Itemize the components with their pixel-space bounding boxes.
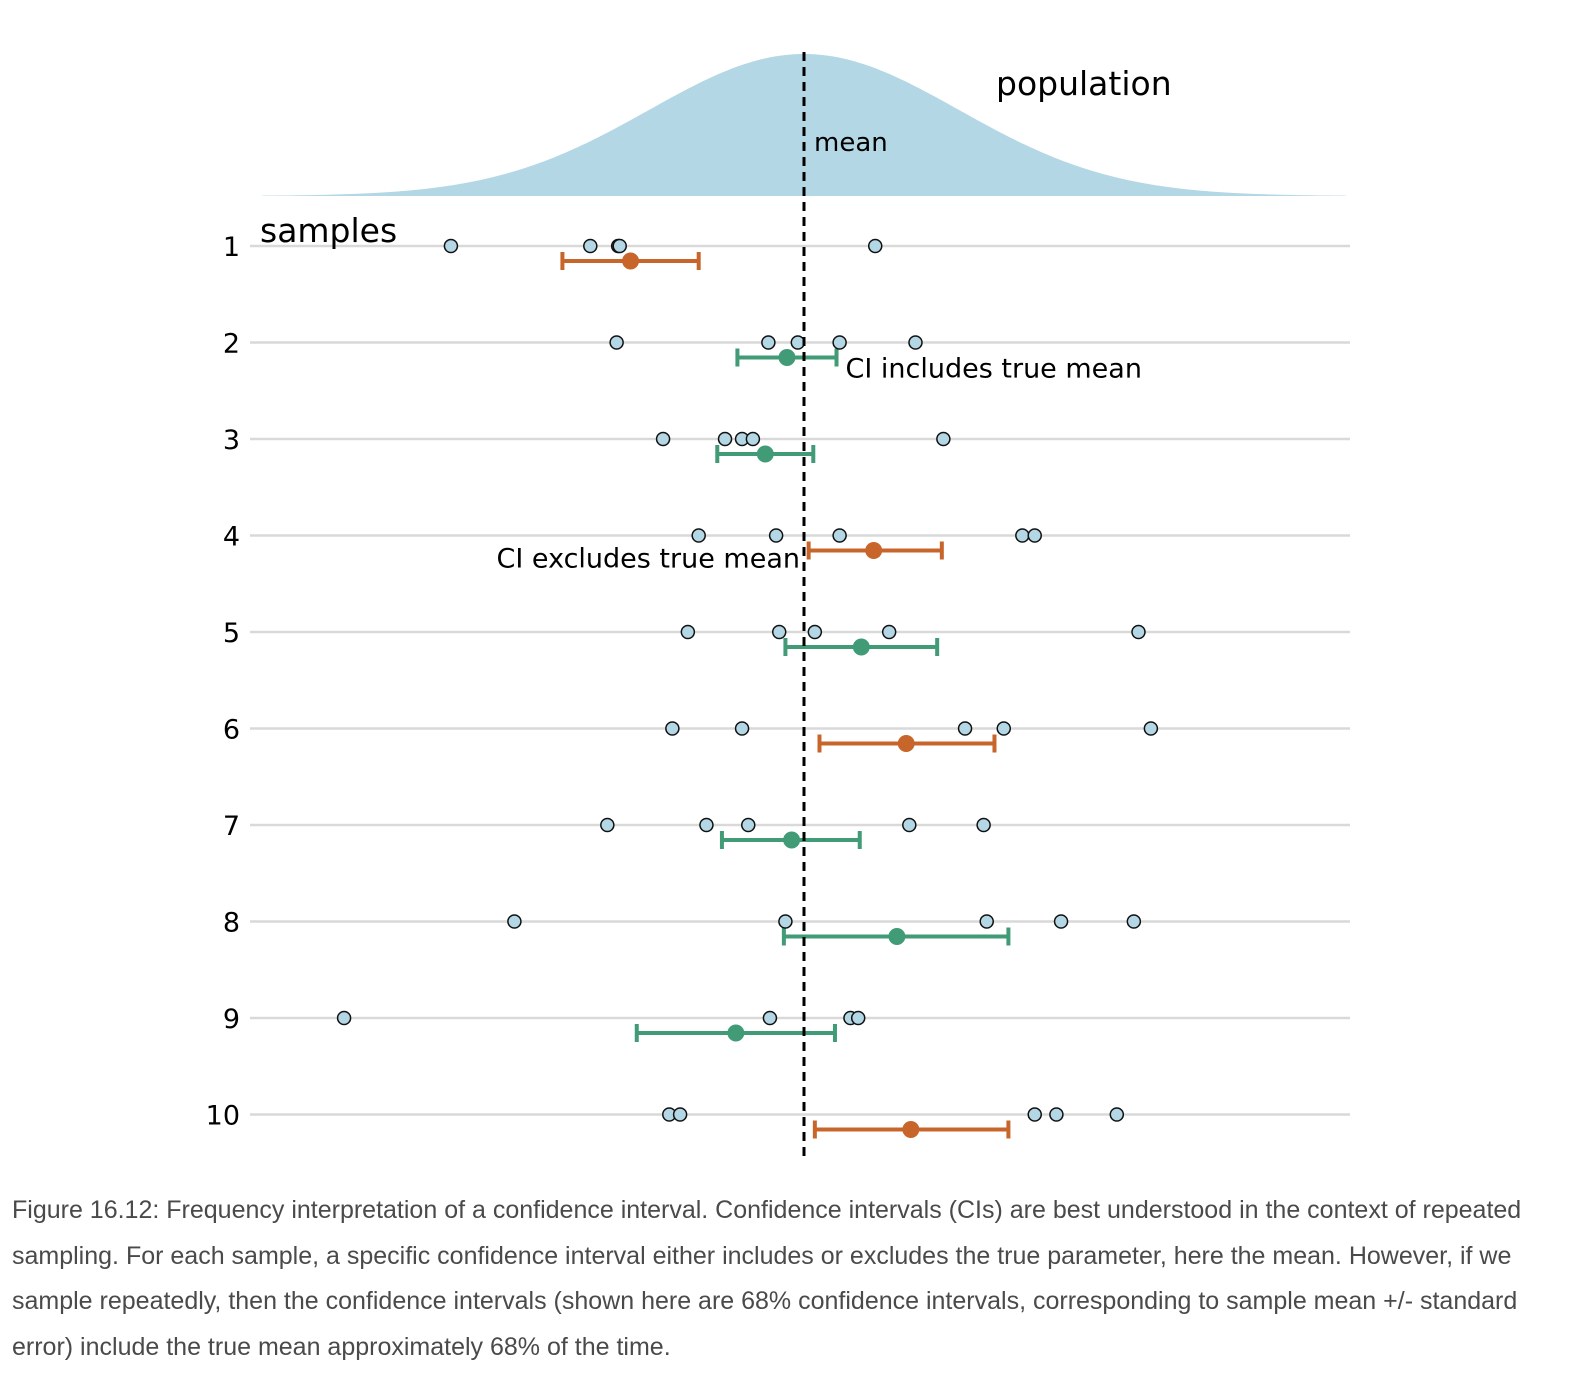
population-density-curve xyxy=(262,54,1346,196)
sample-mean-point xyxy=(865,542,883,559)
sample-point xyxy=(762,1010,778,1026)
sample-mean-point xyxy=(778,349,796,366)
ci-excludes-annotation: CI excludes true mean xyxy=(497,544,800,575)
sample-point xyxy=(1027,528,1042,543)
sample-point xyxy=(902,817,917,833)
sample-point xyxy=(443,238,459,254)
sample-point xyxy=(976,817,991,833)
sample-mean-point xyxy=(852,638,870,656)
sample-point xyxy=(734,721,750,736)
sample-row-label: 2 xyxy=(223,329,240,360)
sample-point xyxy=(680,624,696,640)
gridlines xyxy=(250,244,1350,1116)
sample-point xyxy=(850,1010,866,1026)
sample-point xyxy=(1049,1107,1064,1122)
sample-point xyxy=(1143,721,1159,736)
sample-point xyxy=(507,914,522,929)
sample-point xyxy=(1126,914,1142,929)
ci-includes-mean xyxy=(781,927,1011,946)
ci-excludes-mean xyxy=(812,1120,1011,1139)
sample-row-label: 1 xyxy=(223,232,240,263)
sample-point xyxy=(655,431,671,447)
sample-row-labels: 1 2 3 4 5 6 7 8 9 10 xyxy=(206,232,240,1132)
sample-point xyxy=(936,431,951,447)
samples-label: samples xyxy=(260,211,397,250)
sample-point xyxy=(717,431,733,447)
sample-mean-point xyxy=(727,1024,745,1042)
sample-point xyxy=(665,721,680,736)
sample-row-label: 4 xyxy=(223,522,240,553)
sample-point xyxy=(771,624,787,640)
sample-point xyxy=(1053,914,1069,929)
ci-includes-annotation: CI includes true mean xyxy=(846,354,1142,385)
sample-points xyxy=(336,238,1159,1122)
sample-row-label: 8 xyxy=(223,908,240,939)
sample-point xyxy=(832,528,847,543)
ci-includes-mean xyxy=(715,445,816,463)
sample-point xyxy=(336,1010,352,1026)
sample-point xyxy=(609,335,624,350)
population-label: population xyxy=(996,64,1172,103)
sample-mean-point xyxy=(783,831,801,849)
sample-row-label: 5 xyxy=(223,618,240,649)
sample-point xyxy=(778,914,793,929)
ci-includes-mean xyxy=(735,348,839,367)
sample-mean-point xyxy=(897,735,915,752)
sample-point xyxy=(672,1107,688,1122)
sample-point xyxy=(1109,1107,1125,1122)
ci-excludes-mean xyxy=(560,252,701,270)
confidence-intervals xyxy=(560,252,1011,1139)
sample-point xyxy=(957,721,973,736)
mean-label: mean xyxy=(814,128,888,158)
sample-point xyxy=(807,624,823,640)
sample-point xyxy=(745,431,761,447)
ci-includes-mean xyxy=(783,638,940,656)
sample-point xyxy=(612,238,627,254)
sample-mean-point xyxy=(756,445,774,463)
sample-point xyxy=(979,914,994,929)
sample-point xyxy=(1131,624,1146,640)
sample-point xyxy=(768,528,784,543)
sample-row-label: 7 xyxy=(223,811,240,842)
ci-excludes-mean xyxy=(817,734,997,753)
sample-point xyxy=(881,624,897,640)
sample-point xyxy=(583,238,598,254)
figure-caption: Figure 16.12: Frequency interpretation o… xyxy=(12,1196,1522,1361)
sample-point xyxy=(867,238,883,254)
sample-point xyxy=(996,721,1012,736)
sample-point xyxy=(1015,528,1030,543)
sample-point xyxy=(832,335,847,350)
confidence-interval-chart: population samples 1 2 3 4 5 6 7 8 9 10 mean CI i… xyxy=(206,52,1350,1162)
sample-mean-point xyxy=(888,928,906,945)
sample-point xyxy=(1027,1107,1042,1122)
sample-point xyxy=(761,335,776,350)
sample-point xyxy=(908,335,923,350)
ci-excludes-mean xyxy=(806,541,944,560)
sample-mean-point xyxy=(902,1121,920,1138)
sample-point xyxy=(600,817,615,833)
sample-row-label: 3 xyxy=(223,425,240,456)
sample-row-label: 6 xyxy=(223,715,240,746)
sample-row-label: 9 xyxy=(223,1004,240,1035)
sample-point xyxy=(699,817,714,833)
sample-mean-point xyxy=(622,252,640,270)
sample-point xyxy=(691,528,706,543)
sample-point xyxy=(790,335,806,350)
sample-row-label: 10 xyxy=(206,1101,240,1132)
ci-includes-mean xyxy=(719,831,862,849)
sample-point xyxy=(741,817,756,833)
ci-includes-mean xyxy=(634,1024,837,1042)
